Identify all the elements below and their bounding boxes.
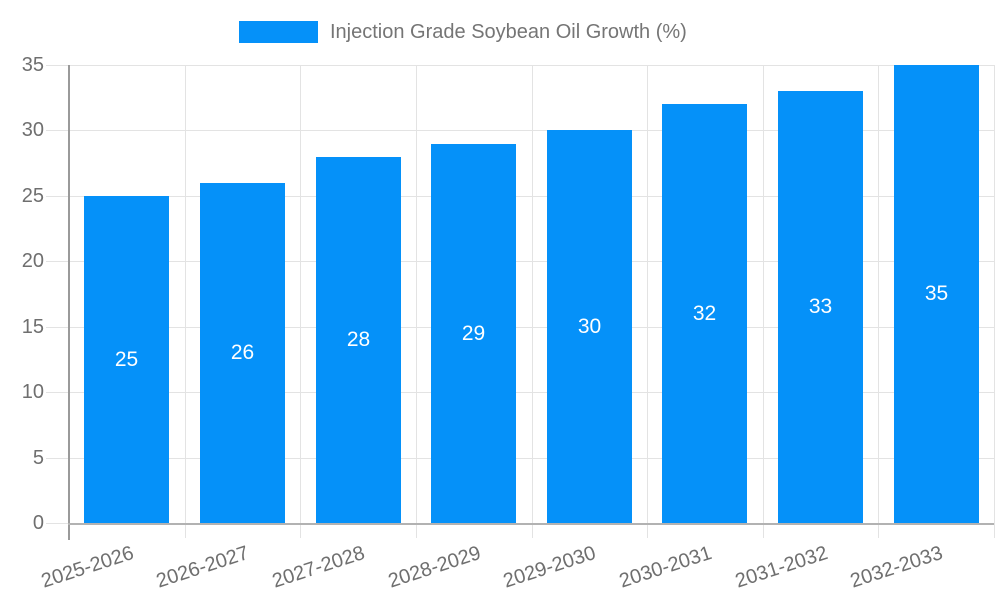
x-axis-line [68, 523, 994, 525]
gridline-horizontal [46, 261, 994, 262]
gridline-horizontal [46, 196, 994, 197]
bar: 25 [84, 196, 169, 523]
bar-value-label: 33 [808, 295, 833, 318]
chart-legend[interactable]: Injection Grade Soybean Oil Growth (%) [239, 18, 687, 46]
x-tick-label: 2032-2033 [848, 542, 946, 593]
gridline-vertical [532, 65, 533, 538]
gridline-vertical [878, 65, 879, 538]
y-tick-label: 35 [21, 54, 44, 76]
gridline-horizontal [46, 327, 994, 328]
x-tick-label: 2031-2032 [733, 542, 831, 593]
gridline-vertical [300, 65, 301, 538]
bar: 26 [200, 183, 285, 523]
bar: 32 [662, 104, 747, 523]
y-tick-label: 10 [21, 381, 44, 403]
legend-swatch [239, 21, 318, 43]
x-tick-label: 2027-2028 [270, 542, 368, 593]
x-tick-label: 2025-2026 [39, 542, 137, 593]
x-tick-label: 2028-2029 [386, 542, 484, 593]
gridline-vertical [994, 65, 995, 538]
y-tick-label: 30 [21, 119, 44, 141]
bar-value-label: 28 [346, 328, 371, 351]
y-tick-label: 15 [21, 316, 44, 338]
gridline-horizontal [46, 65, 994, 66]
bar-value-label: 30 [577, 314, 602, 338]
bar: 33 [778, 91, 863, 523]
gridline-vertical [185, 65, 186, 538]
bar-value-label: 32 [692, 301, 717, 325]
gridline-vertical [763, 65, 764, 538]
x-tick-label: 2030-2031 [617, 542, 715, 593]
gridline-horizontal [46, 130, 994, 131]
y-axis-line [68, 65, 70, 540]
y-tick-label: 0 [32, 512, 44, 534]
bar: 28 [316, 157, 401, 523]
gridline-horizontal [46, 392, 994, 393]
bar-value-label: 26 [230, 341, 255, 364]
legend-label: Injection Grade Soybean Oil Growth (%) [330, 20, 687, 43]
gridline-horizontal [46, 458, 994, 459]
gridline-vertical [416, 65, 417, 538]
y-tick-label: 5 [32, 447, 44, 469]
bar: 30 [547, 130, 632, 523]
bar: 29 [431, 144, 516, 523]
gridline-vertical [647, 65, 648, 538]
bar: 35 [894, 65, 979, 523]
x-tick-label: 2026-2027 [154, 542, 252, 593]
x-tick-label: 2029-2030 [501, 542, 599, 593]
y-tick-label: 20 [21, 250, 44, 272]
y-tick-label: 25 [21, 185, 44, 207]
bar-value-label: 25 [114, 347, 139, 371]
bar-value-label: 35 [924, 282, 949, 305]
bar-value-label: 29 [461, 321, 486, 345]
